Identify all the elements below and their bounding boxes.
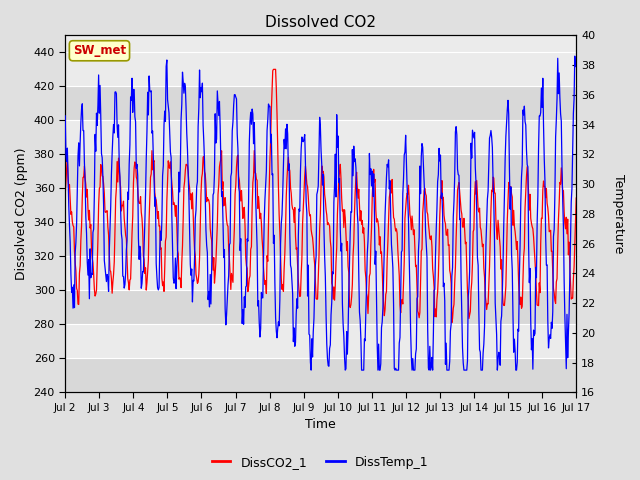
DissCO2_1 [61,192,69,197]
Bar [65,222,576,256]
DissCO2_1 [124,255,131,261]
DissCO2_1 [398,297,406,302]
Bar [65,256,576,290]
DissTemp_1 [307,367,315,373]
DissCO2_1 [70,248,78,254]
DissTemp_1 [383,161,391,167]
DissTemp_1 [398,248,406,253]
Bar [65,155,576,188]
Bar [65,290,576,324]
Title: Dissolved CO2: Dissolved CO2 [265,15,376,30]
DissCO2_1 [202,182,210,188]
DissTemp_1 [202,228,210,233]
DissCO2_1 [175,276,183,282]
DissTemp_1 [572,63,580,69]
Line: DissTemp_1: DissTemp_1 [65,56,576,370]
Bar [65,188,576,222]
DissCO2_1 [383,256,391,262]
DissCO2_1 [448,320,456,325]
Legend: DissCO2_1, DissTemp_1: DissCO2_1, DissTemp_1 [207,451,433,474]
DissTemp_1 [70,305,78,311]
DissTemp_1 [61,113,69,119]
Bar [65,86,576,120]
Y-axis label: Temperature: Temperature [612,174,625,253]
DissTemp_1 [175,169,183,175]
Y-axis label: Dissolved CO2 (ppm): Dissolved CO2 (ppm) [15,148,28,280]
Bar [65,324,576,359]
X-axis label: Time: Time [305,419,336,432]
DissTemp_1 [571,53,579,59]
DissCO2_1 [269,66,277,72]
DissCO2_1 [572,195,580,201]
DissTemp_1 [124,238,131,244]
Line: DissCO2_1: DissCO2_1 [65,69,576,323]
Bar [65,52,576,86]
Bar [65,359,576,393]
Text: SW_met: SW_met [73,44,126,57]
Bar [65,120,576,155]
